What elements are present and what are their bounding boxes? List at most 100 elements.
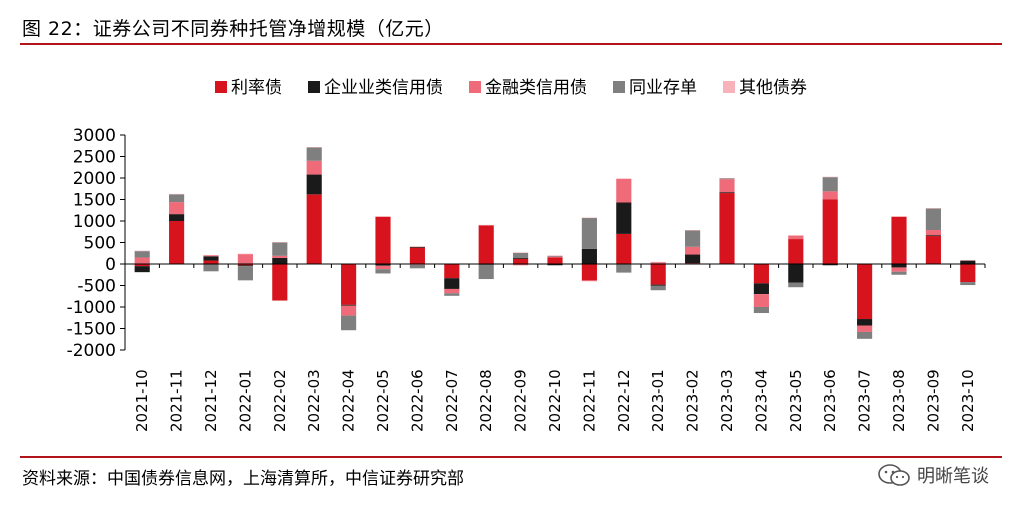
bar-2022-11-series-3 [581, 280, 597, 282]
bar-2022-05-series-1 [375, 216, 391, 264]
y-tick-label: -1500 [67, 320, 116, 340]
legend-swatch-2 [308, 81, 320, 93]
footer-divider [20, 456, 1002, 458]
bar-2023-03-series-2 [719, 192, 735, 194]
bar-2022-09-series-3 [513, 264, 529, 266]
bar-2023-02-series-3 [685, 246, 701, 255]
wechat-icon [878, 464, 910, 486]
bar-2023-05-series-3 [788, 235, 804, 240]
x-tick-label: 2023-06 [821, 369, 839, 432]
bar-2022-07-series-4 [444, 293, 460, 296]
bar-2023-10-series-4 [960, 282, 976, 286]
bar-2023-08-series-3 [891, 267, 907, 272]
bar-2022-12-series-3 [616, 178, 632, 203]
y-tick-label: -2000 [67, 341, 116, 361]
x-tick-label: 2022-06 [408, 369, 426, 432]
x-tick-label: 2021-12 [202, 369, 220, 432]
bar-2022-01-series-5 [237, 253, 253, 255]
bar-2023-07-series-1 [857, 264, 873, 320]
bar-2022-12-series-5 [616, 178, 632, 179]
bar-2022-02-series-1 [272, 264, 288, 301]
bar-2021-12-series-4 [203, 264, 219, 272]
bar-2022-01-series-1 [237, 264, 253, 266]
y-tick-label: 3000 [73, 126, 116, 146]
bar-2022-10-series-5 [547, 255, 563, 256]
x-tick-label: 2021-10 [133, 369, 151, 432]
y-tick-label: -500 [77, 277, 116, 297]
legend-swatch-1 [215, 81, 227, 93]
bar-2021-10-series-4 [134, 251, 150, 258]
y-tick-label: 500 [84, 234, 116, 254]
bar-2022-01-series-3 [237, 254, 253, 264]
bar-2023-04-series-2 [753, 283, 769, 295]
bar-2023-05-series-2 [788, 264, 804, 283]
bar-2023-02-series-5 [685, 230, 701, 231]
bar-2022-06-series-4 [409, 264, 425, 269]
bar-2021-12-series-5 [203, 254, 219, 256]
bar-2021-10-series-2 [134, 266, 150, 273]
bar-2023-08-series-1 [891, 216, 907, 264]
bar-2023-05-series-1 [788, 239, 804, 264]
bar-2022-08-series-5 [478, 224, 494, 226]
bar-2023-04-series-4 [753, 307, 769, 314]
bar-2022-03-series-2 [306, 174, 322, 195]
bar-2023-07-series-3 [857, 325, 873, 332]
bar-2021-12-series-3 [203, 255, 219, 257]
bar-2022-07-series-2 [444, 278, 460, 289]
bar-2021-11-series-5 [169, 193, 185, 195]
bar-2021-11-series-1 [169, 221, 185, 264]
bar-2023-01-series-5 [650, 261, 666, 263]
watermark-text: 明晰笔谈 [917, 466, 989, 487]
x-tick-label: 2022-02 [271, 369, 289, 432]
bar-2022-12-series-1 [616, 233, 632, 264]
bar-2023-06-series-2 [822, 264, 838, 266]
bar-2023-02-series-2 [685, 254, 701, 264]
legend-label-4: 同业存单 [629, 78, 697, 98]
bar-2021-11-series-4 [169, 194, 185, 203]
x-tick-label: 2022-10 [546, 369, 564, 432]
bar-2023-06-series-4 [822, 177, 838, 192]
bar-2022-09-series-5 [513, 252, 529, 253]
bar-2022-02-series-4 [272, 242, 288, 256]
bar-2021-10-series-3 [134, 257, 150, 264]
bar-2021-11-series-2 [169, 214, 185, 221]
y-tick-label: 1500 [73, 191, 116, 211]
bar-2023-05-series-4 [788, 282, 804, 288]
bar-2022-02-series-3 [272, 255, 288, 258]
bar-2023-01-series-3 [650, 262, 666, 264]
bar-2023-09-series-2 [925, 235, 941, 237]
legend-label-5: 其他债券 [739, 78, 807, 98]
x-tick-label: 2023-01 [649, 369, 667, 432]
bar-2022-09-series-1 [513, 258, 529, 264]
y-tick-label: -1000 [67, 298, 116, 318]
bar-2023-09-series-1 [925, 236, 941, 264]
bar-2022-04-series-1 [341, 264, 357, 305]
legend-label-3: 金融类信用债 [485, 78, 587, 98]
bar-2023-03-series-1 [719, 193, 735, 264]
bar-2023-08-series-4 [891, 271, 907, 275]
bar-2022-08-series-1 [478, 225, 494, 264]
bar-2022-10-series-1 [547, 257, 563, 264]
source-note: 资料来源：中国债券信息网，上海清算所，中信证券研究部 [22, 469, 464, 489]
bar-2022-11-series-4 [581, 217, 597, 249]
y-tick-label: 2000 [73, 169, 116, 189]
bar-2021-12-series-1 [203, 260, 219, 264]
bar-2023-05-series-5 [788, 235, 804, 236]
y-tick-label: 1000 [73, 212, 116, 232]
bar-2022-03-series-1 [306, 194, 322, 264]
bar-2023-07-series-2 [857, 319, 873, 326]
legend-swatch-5 [723, 81, 735, 93]
legend-swatch-3 [469, 81, 481, 93]
bar-2021-12-series-2 [203, 256, 219, 261]
bar-2022-09-series-2 [513, 257, 529, 259]
bar-2022-11-series-5 [581, 217, 597, 219]
x-tick-label: 2022-01 [236, 369, 254, 432]
legend-swatch-4 [613, 81, 625, 93]
bar-2023-08-series-5 [891, 216, 907, 217]
x-tick-label: 2023-08 [890, 369, 908, 432]
bar-2021-10-series-5 [134, 250, 150, 252]
bar-2022-08-series-4 [478, 264, 494, 280]
legend-label-2: 企业业类信用债 [324, 78, 443, 98]
y-tick-label: 2500 [73, 148, 116, 168]
bar-2023-02-series-4 [685, 230, 701, 247]
